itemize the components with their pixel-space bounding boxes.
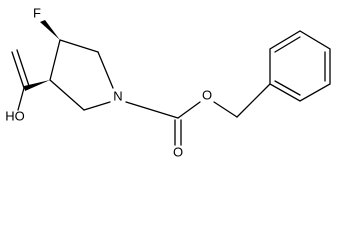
atom-label: HO: [5, 108, 25, 123]
atom-label: F: [33, 5, 41, 20]
bond: [11, 51, 25, 89]
bond: [16, 49, 30, 87]
atom-label: O: [173, 144, 183, 159]
bond: [83, 101, 111, 111]
page: F HO N O O (() => { const data = JSON.pa…: [5, 5, 331, 160]
bond: [17, 87, 25, 111]
bond: [97, 51, 114, 89]
bond: [49, 39, 61, 81]
atom-label: N: [113, 88, 122, 103]
bond: [177, 101, 201, 119]
bond: [213, 101, 238, 118]
atom-label: O: [202, 87, 212, 102]
bond: [59, 39, 99, 53]
benzene-ring: [269, 30, 331, 102]
bond: [49, 79, 85, 111]
structure-diagram: F HO N O O: [5, 5, 331, 159]
wedge-bond: [24, 80, 50, 91]
bond: [274, 80, 301, 96]
bond: [125, 101, 179, 119]
bond: [274, 36, 301, 53]
bonds: [11, 20, 331, 146]
bond: [236, 83, 271, 118]
wedge-bond: [40, 20, 60, 40]
